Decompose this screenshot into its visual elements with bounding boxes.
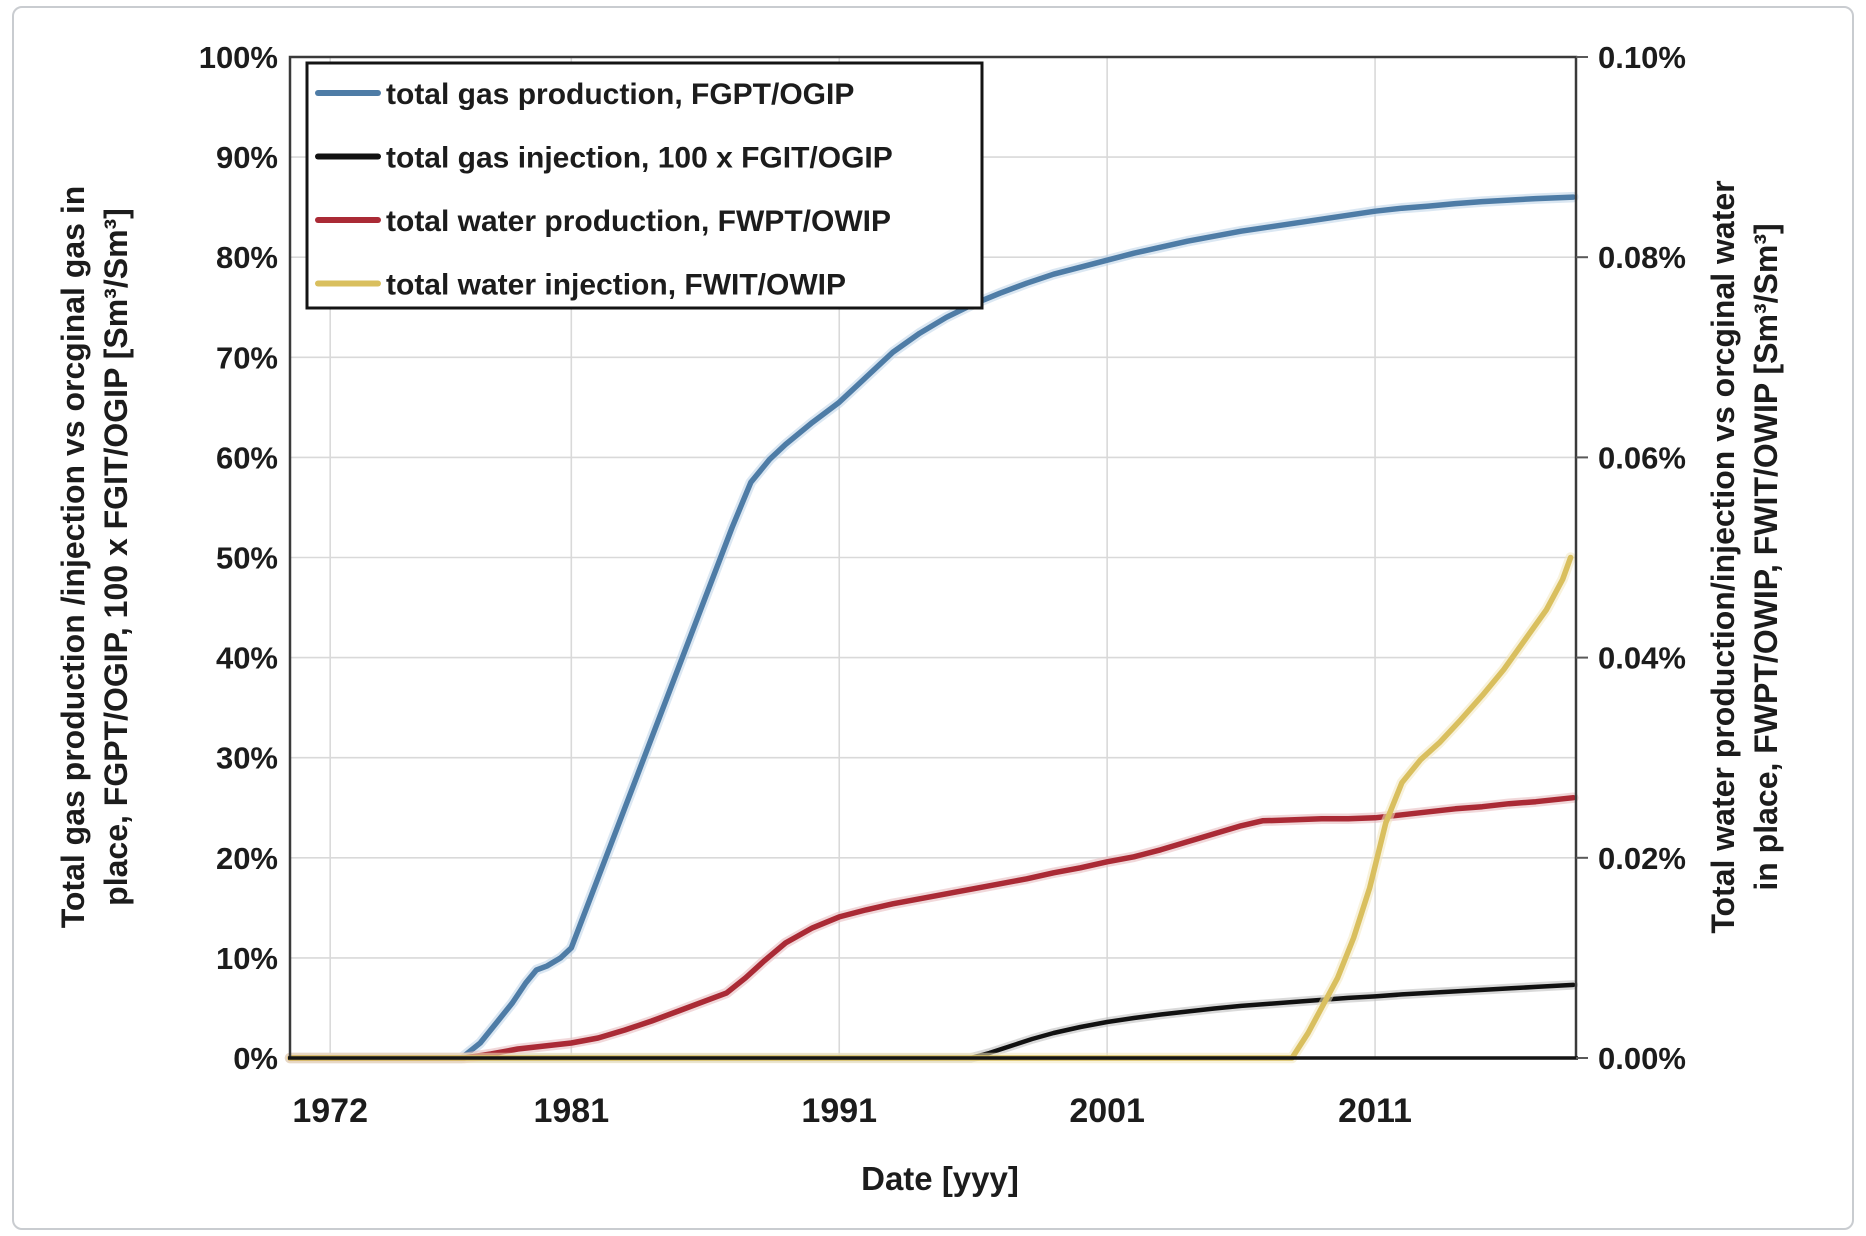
series-halo-water-injection (284, 552, 1576, 1064)
right-tick-label-0.00%: 0.00% (1598, 1041, 1686, 1076)
legend-label-water-production: total water production, FWPT/OWIP (386, 205, 891, 238)
right-axis-title-line2: in place, FWPT/OWIP, FWIT/OWIP [Sm³/Sm³] (1748, 223, 1784, 890)
series-line-water-production (287, 794, 1577, 1061)
right-axis-tick-marks (1576, 56, 1588, 1059)
left-tick-label-70%: 70% (216, 340, 278, 375)
x-tick-label-2011: 2011 (1338, 1092, 1412, 1130)
series-line-water-injection (287, 554, 1574, 1061)
x-tick-label-2001: 2001 (1069, 1092, 1145, 1130)
legend-label-gas-production: total gas production, FGPT/OGIP (386, 78, 854, 111)
legend-item-gas-production: total gas production, FGPT/OGIP (315, 78, 854, 111)
right-tick-label-0.06%: 0.06% (1598, 440, 1686, 475)
legend-item-gas-injection: total gas injection, 100 x FGIT/OGIP (315, 142, 893, 175)
legend-label-water-injection: total water injection, FWIT/OWIP (386, 269, 846, 302)
right-tick-label-0.08%: 0.08% (1598, 240, 1686, 275)
legend-box (305, 61, 984, 310)
left-tick-label-50%: 50% (216, 541, 278, 576)
left-tick-label-0%: 0% (233, 1041, 278, 1076)
left-axis-title-line2: place, FGPT/OGIP, 100 x FGIT/OGIP [Sm³/S… (98, 208, 134, 906)
legend: total gas production, FGPT/OGIP total gas… (305, 61, 984, 310)
left-tick-label-10%: 10% (216, 941, 278, 976)
left-axis-title-line1: Total gas production /injection vs orcgi… (55, 186, 91, 929)
left-tick-label-90%: 90% (216, 140, 278, 175)
series-layer (284, 191, 1579, 1064)
left-tick-label-40%: 40% (216, 641, 278, 676)
right-tick-label-0.02%: 0.02% (1598, 841, 1686, 876)
left-tick-label-30%: 30% (216, 741, 278, 776)
left-tick-label-80%: 80% (216, 240, 278, 275)
series-line-gas-production (287, 194, 1577, 1061)
right-axis-title-line1: Total water production/injection vs orcg… (1705, 180, 1741, 933)
right-tick-label-0.04%: 0.04% (1598, 641, 1686, 676)
left-tick-label-100%: 100% (199, 40, 278, 75)
left-tick-label-20%: 20% (216, 841, 278, 876)
tick-labels: 0% 10% 20% 30% 40% 50% 60% 70% 80% 90% 100% 0.00% 0.… (199, 40, 1686, 1130)
x-tick-label-1972: 1972 (292, 1092, 368, 1130)
x-axis-title: Date [yyy] (861, 1160, 1019, 1197)
series-line-gas-injection (287, 982, 1576, 1061)
legend-item-water-injection: total water injection, FWIT/OWIP (315, 269, 846, 302)
x-tick-label-1981: 1981 (533, 1092, 609, 1130)
right-tick-label-0.10%: 0.10% (1598, 40, 1686, 75)
left-tick-label-60%: 60% (216, 440, 278, 475)
legend-label-gas-injection: total gas injection, 100 x FGIT/OGIP (386, 142, 893, 175)
legend-item-water-production: total water production, FWPT/OWIP (315, 205, 891, 238)
x-tick-label-1991: 1991 (801, 1092, 877, 1130)
